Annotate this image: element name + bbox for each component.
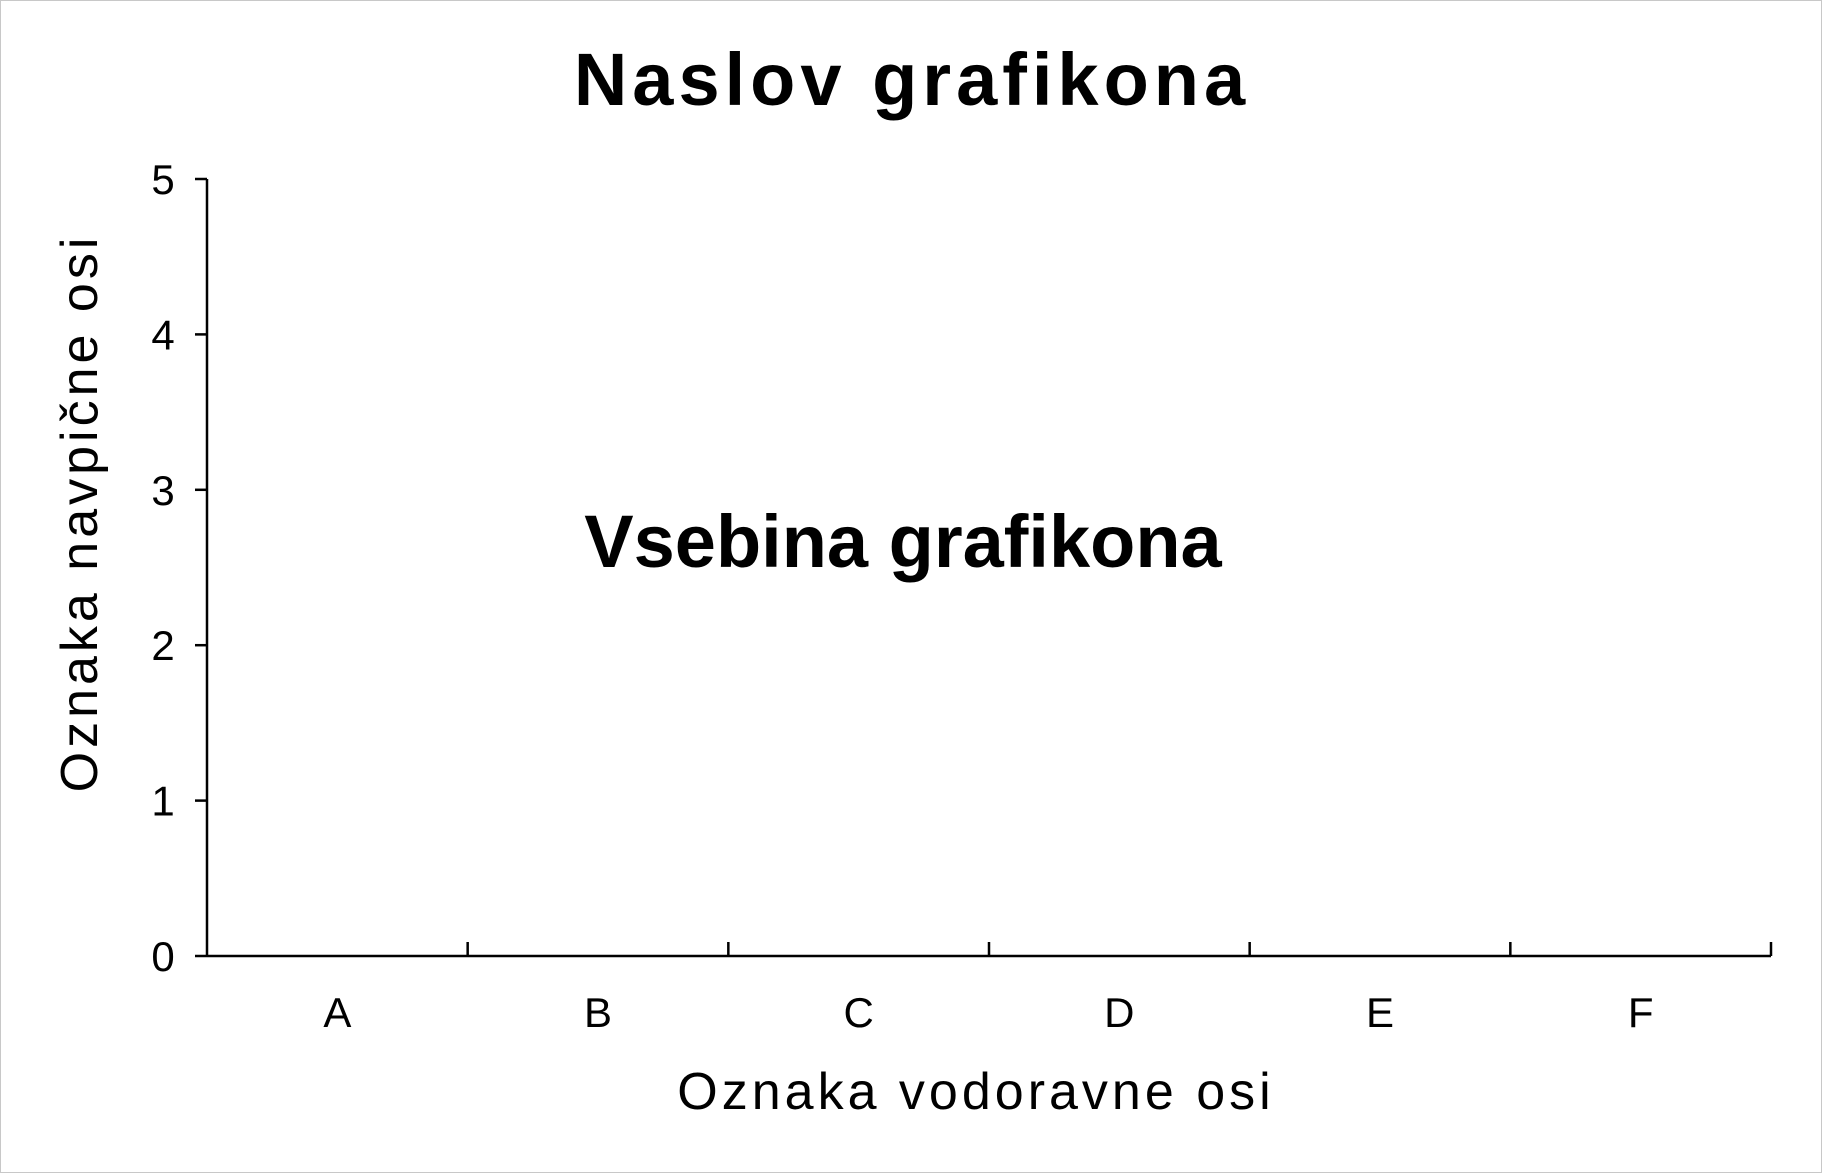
x-tick-label: E <box>1366 989 1394 1036</box>
chart-placeholder-text: Vsebina grafikona <box>584 500 1222 583</box>
x-tick-label: F <box>1628 989 1654 1036</box>
y-tick-label: 4 <box>151 311 174 358</box>
x-tick-label: B <box>584 989 612 1036</box>
y-tick-label: 2 <box>151 622 174 669</box>
x-axis: A B C D E F <box>207 942 1773 1036</box>
x-tick-label: C <box>843 989 873 1036</box>
y-tick-label: 0 <box>151 933 174 980</box>
x-axis-label: Oznaka vodoravne osi <box>677 1063 1274 1121</box>
y-axis: 0 1 2 3 4 5 <box>151 156 209 980</box>
y-tick-label: 5 <box>151 156 174 203</box>
x-tick-label: D <box>1104 989 1134 1036</box>
y-axis-label: Oznaka navpične osi <box>51 234 109 793</box>
x-tick-label: A <box>323 989 351 1036</box>
y-tick-label: 1 <box>151 778 174 825</box>
y-tick-label: 3 <box>151 467 174 514</box>
chart-title: Naslov grafikona <box>574 38 1250 121</box>
